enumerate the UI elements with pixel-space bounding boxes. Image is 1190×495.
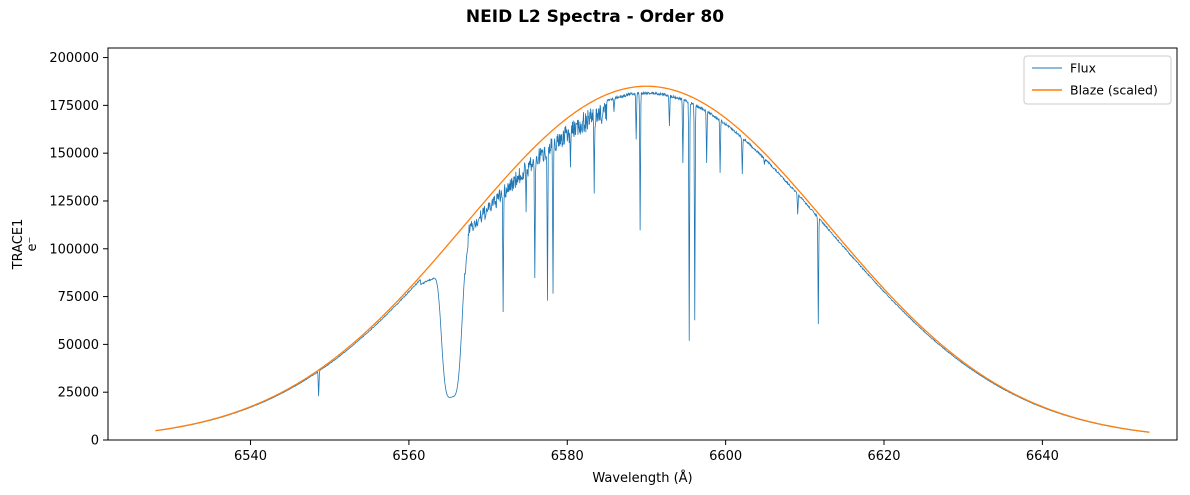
y-tick-label-125000: 125000 <box>49 194 99 209</box>
chart-title: NEID L2 Spectra - Order 80 <box>465 7 725 27</box>
x-tick-label-6580: 6580 <box>551 449 584 464</box>
x-tick-label-6560: 6560 <box>392 449 425 464</box>
x-axis-label: Wavelength (Å) <box>592 470 692 486</box>
y-axis: 0 25000 50000 75000 100000 125000 150000 175000… <box>49 51 108 449</box>
legend-label-blaze: Blaze (scaled) <box>1070 83 1158 98</box>
plot-frame <box>107 47 1178 441</box>
series-flux-line <box>155 90 1150 433</box>
x-axis: 6540 6560 6580 6600 6620 6640 <box>234 440 1059 464</box>
y-axis-label-line1: TRACE1 <box>11 219 26 271</box>
plot-layer <box>155 85 1150 433</box>
legend: Flux Blaze (scaled) <box>1023 55 1172 105</box>
y-tick-label-50000: 50000 <box>58 338 99 353</box>
y-tick-label-175000: 175000 <box>49 99 99 114</box>
x-tick-label-6620: 6620 <box>867 449 900 464</box>
series-blaze-line <box>155 85 1150 433</box>
y-axis-label-line2: e⁻ <box>25 237 40 252</box>
y-tick-label-25000: 25000 <box>58 386 99 401</box>
x-tick-label-6540: 6540 <box>234 449 267 464</box>
y-tick-label-0: 0 <box>91 434 99 449</box>
y-tick-label-200000: 200000 <box>49 51 99 66</box>
x-tick-label-6600: 6600 <box>709 449 742 464</box>
y-tick-label-100000: 100000 <box>49 242 99 257</box>
y-tick-label-150000: 150000 <box>49 147 99 162</box>
y-tick-label-75000: 75000 <box>58 290 99 305</box>
x-tick-label-6640: 6640 <box>1026 449 1059 464</box>
legend-label-flux: Flux <box>1070 61 1096 76</box>
